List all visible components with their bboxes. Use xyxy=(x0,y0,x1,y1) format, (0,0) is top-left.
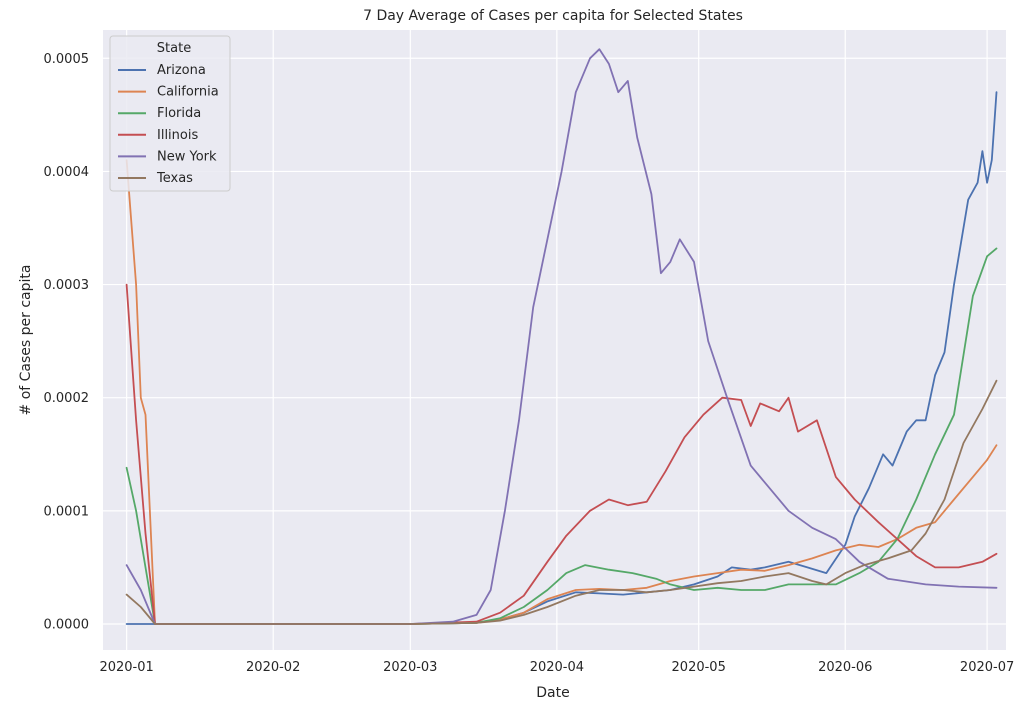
x-axis-label: Date xyxy=(536,685,569,701)
y-gridlines xyxy=(103,57,1006,625)
y-tick-label: 0.0000 xyxy=(44,617,90,632)
series-lines xyxy=(125,48,998,625)
series-line-arizona xyxy=(125,91,998,625)
x-tick-label: 2020-05 xyxy=(672,660,726,675)
chart-title: 7 Day Average of Cases per capita for Se… xyxy=(363,8,743,24)
legend-label-california: California xyxy=(157,85,219,100)
legend-title: State xyxy=(157,41,191,56)
legend-label-new-york: New York xyxy=(157,149,217,164)
plot-area xyxy=(103,30,1006,650)
legend-label-florida: Florida xyxy=(157,106,201,121)
series-line-texas xyxy=(125,379,998,625)
x-tick-label: 2020-01 xyxy=(99,660,153,675)
y-tick-labels: 0.0000 0.0001 0.0002 0.0003 0.0004 0.0005 xyxy=(44,52,90,633)
x-tick-labels: 2020-01 2020-02 2020-03 2020-04 2020-05 2020-… xyxy=(99,660,1014,675)
x-tick-label: 2020-03 xyxy=(383,660,437,675)
y-tick-label: 0.0001 xyxy=(44,504,90,519)
legend: State Arizona California Florida Illinois New… xyxy=(109,35,231,192)
x-tick-label: 2020-06 xyxy=(818,660,872,675)
x-tick-label: 2020-04 xyxy=(530,660,584,675)
y-tick-label: 0.0005 xyxy=(44,52,90,67)
y-tick-label: 0.0003 xyxy=(44,278,90,293)
legend-label-texas: Texas xyxy=(156,171,193,186)
series-line-new-york xyxy=(125,48,998,625)
series-line-illinois xyxy=(125,283,998,625)
legend-label-illinois: Illinois xyxy=(157,128,198,143)
legend-label-arizona: Arizona xyxy=(157,63,206,78)
y-axis-label: # of Cases per capita xyxy=(18,265,34,416)
x-tick-label: 2020-02 xyxy=(246,660,300,675)
y-tick-label: 0.0002 xyxy=(44,391,90,406)
legend-box xyxy=(109,35,231,192)
x-tick-label: 2020-07 xyxy=(960,660,1014,675)
y-tick-label: 0.0004 xyxy=(44,165,90,180)
